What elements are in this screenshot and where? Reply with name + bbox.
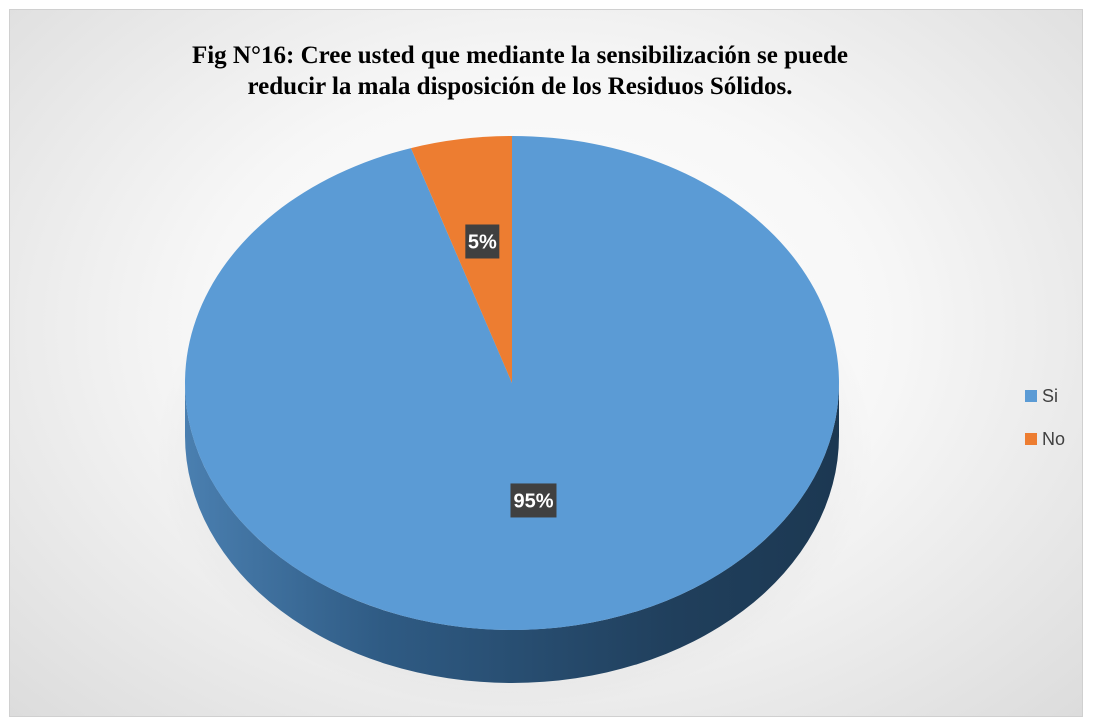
legend-swatch-no <box>1025 433 1037 445</box>
pie-labels: 95% 5% <box>465 224 557 518</box>
pie-side-wall <box>185 383 839 683</box>
legend-item-no: No <box>1025 425 1065 453</box>
legend-swatch-si <box>1025 390 1037 402</box>
chart-title: Fig N°16: Cree usted que mediante la sen… <box>70 40 970 102</box>
chart-title-line-2: reducir la mala disposición de los Resid… <box>247 73 793 100</box>
pie-slice-si <box>184 136 839 631</box>
chart-title-line-1: Fig N°16: Cree usted que mediante la sen… <box>191 42 849 69</box>
legend-label-si: Si <box>1042 385 1059 406</box>
data-label-si: 95% <box>513 490 553 512</box>
pie-side <box>185 383 839 683</box>
pie-slices <box>184 136 839 631</box>
legend: Si No <box>1025 382 1065 468</box>
legend-label-no: No <box>1042 428 1066 449</box>
data-label-box-no <box>465 224 500 259</box>
pie-slice-no <box>410 136 512 383</box>
pie-chart: 95% 5% <box>155 136 875 710</box>
data-label-box-si <box>510 483 557 518</box>
data-label-no: 5% <box>468 232 497 254</box>
chart-area: Fig N°16: Cree usted que mediante la sen… <box>9 9 1083 717</box>
legend-item-si: Si <box>1025 382 1065 410</box>
